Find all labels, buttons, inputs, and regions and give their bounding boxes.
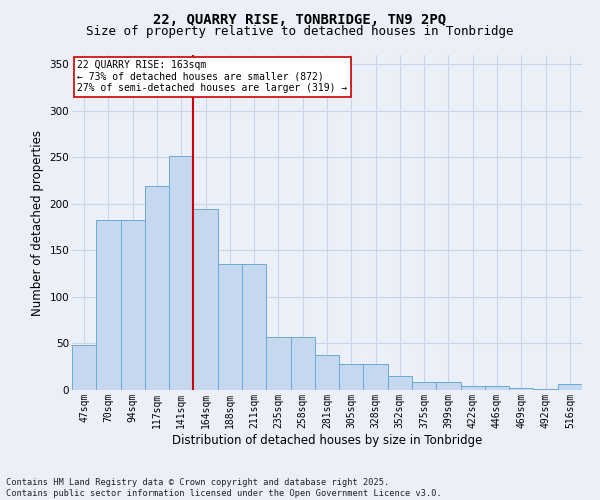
Text: 22, QUARRY RISE, TONBRIDGE, TN9 2PQ: 22, QUARRY RISE, TONBRIDGE, TN9 2PQ — [154, 12, 446, 26]
Bar — [193, 208, 218, 390]
Bar — [290, 337, 315, 390]
Bar — [121, 220, 145, 390]
Bar — [266, 337, 290, 390]
Bar — [509, 388, 533, 390]
Bar — [315, 354, 339, 390]
Bar — [461, 386, 485, 390]
Bar — [339, 364, 364, 390]
Y-axis label: Number of detached properties: Number of detached properties — [31, 130, 44, 316]
Bar — [242, 264, 266, 390]
Bar — [364, 364, 388, 390]
Bar — [72, 346, 96, 390]
Bar — [169, 156, 193, 390]
X-axis label: Distribution of detached houses by size in Tonbridge: Distribution of detached houses by size … — [172, 434, 482, 446]
Text: Size of property relative to detached houses in Tonbridge: Size of property relative to detached ho… — [86, 25, 514, 38]
Text: Contains HM Land Registry data © Crown copyright and database right 2025.
Contai: Contains HM Land Registry data © Crown c… — [6, 478, 442, 498]
Bar — [558, 384, 582, 390]
Bar — [485, 386, 509, 390]
Bar — [436, 382, 461, 390]
Bar — [533, 389, 558, 390]
Text: 22 QUARRY RISE: 163sqm
← 73% of detached houses are smaller (872)
27% of semi-de: 22 QUARRY RISE: 163sqm ← 73% of detached… — [77, 60, 347, 93]
Bar — [412, 382, 436, 390]
Bar — [145, 186, 169, 390]
Bar — [96, 220, 121, 390]
Bar — [388, 376, 412, 390]
Bar — [218, 264, 242, 390]
